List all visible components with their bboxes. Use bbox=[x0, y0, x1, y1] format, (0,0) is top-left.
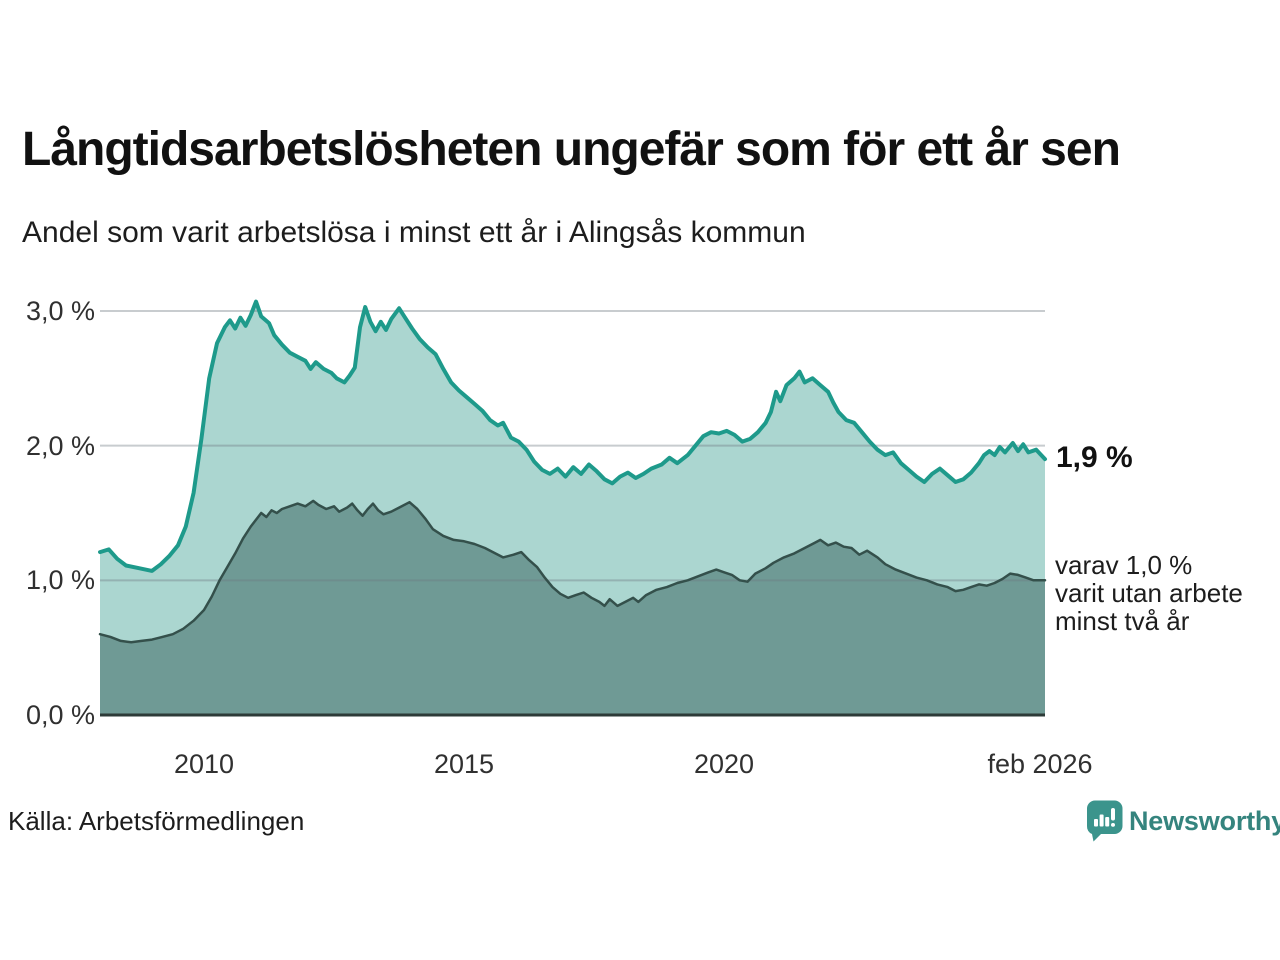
bar-chart-bubble-icon bbox=[1086, 800, 1123, 842]
x-tick-2010: 2010 bbox=[173, 749, 235, 779]
subseries-note-line-2: varit utan arbete bbox=[1055, 578, 1243, 608]
subseries-note-line-3: minst två år bbox=[1055, 606, 1190, 636]
y-tick-0: 0,0 % bbox=[25, 700, 95, 730]
x-tick-feb-2026: feb 2026 bbox=[987, 749, 1093, 779]
latest-value-label: 1,9 % bbox=[1056, 441, 1133, 474]
newsworthy-logo: Newsworthy bbox=[1086, 800, 1280, 842]
chart-title: Långtidsarbetslösheten ungefär som för e… bbox=[22, 123, 1121, 176]
x-tick-2020: 2020 bbox=[693, 749, 755, 779]
source-label: Källa: Arbetsförmedlingen bbox=[8, 806, 305, 836]
y-tick-2: 2,0 % bbox=[25, 431, 95, 461]
y-tick-3: 3,0 % bbox=[25, 296, 95, 326]
x-tick-2015: 2015 bbox=[433, 749, 495, 779]
y-tick-1: 1,0 % bbox=[25, 565, 95, 595]
subseries-note-line-1: varav 1,0 % bbox=[1055, 550, 1193, 580]
chart-subtitle: Andel som varit arbetslösa i minst ett å… bbox=[22, 216, 806, 249]
newsworthy-wordmark: Newsworthy bbox=[1129, 805, 1280, 836]
subseries-note: varav 1,0 % varit utan arbete minst två … bbox=[1055, 551, 1243, 635]
